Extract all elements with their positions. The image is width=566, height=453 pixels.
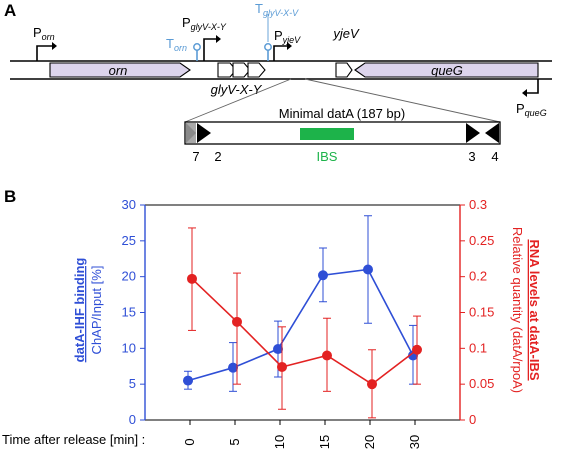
x-tick-label: 0 <box>182 438 197 445</box>
p-glyV-arrow <box>203 38 216 61</box>
left-data-point <box>228 362 238 373</box>
right-tick-label: 0.1 <box>469 340 487 355</box>
left-data-point <box>363 264 373 275</box>
right-data-point <box>322 350 332 361</box>
p-yjeV-arrowhead <box>287 42 292 50</box>
panel-b-label: B <box>4 187 16 206</box>
left-tick-label: 20 <box>122 269 136 284</box>
left-data-point <box>183 375 193 386</box>
left-tick-label: 15 <box>122 305 136 320</box>
right-tick-label: 0.25 <box>469 233 494 248</box>
p-glyV-arrowhead <box>216 35 221 43</box>
glyX-gene <box>232 62 251 78</box>
p-yjeV-label: PyjeV <box>274 28 301 45</box>
site-2-arrow <box>197 123 211 143</box>
left-tick-label: 0 <box>129 412 136 427</box>
right-tick-label: 0.2 <box>469 269 487 284</box>
orn-gene-label: orn <box>109 63 128 78</box>
left-data-point <box>318 270 328 281</box>
x-tick-label: 15 <box>317 435 332 449</box>
glyY-gene <box>247 62 266 78</box>
glyV-X-Y-label: glyV-X-Y <box>211 82 263 97</box>
right-tick-label: 0 <box>469 412 476 427</box>
right-data-point <box>367 379 377 390</box>
site-3-arrow <box>466 123 480 143</box>
right-series-line <box>191 278 418 386</box>
yjeV-label: yjeV <box>332 26 360 41</box>
t-glyV-loop <box>264 43 272 51</box>
p-orn-arrowhead <box>52 42 57 50</box>
x-tick-label: 30 <box>407 435 422 449</box>
minimal-datA-title: Minimal datA (187 bp) <box>279 106 405 121</box>
left-axis-title-line1: datA-IHF binding <box>72 258 87 363</box>
x-tick-label: 10 <box>272 435 287 449</box>
left-axis-title-line2: ChAP/Input [%] <box>89 266 104 355</box>
x-tick-label: 20 <box>362 435 377 449</box>
right-data-point <box>187 273 197 284</box>
right-data-point <box>232 316 242 327</box>
p-yjeV-arrow <box>273 45 287 61</box>
left-data-point <box>273 344 283 355</box>
p-glyV-label: PglyV-X-Y <box>182 15 227 32</box>
yjeV-gene <box>335 62 353 78</box>
zoom-line-right <box>304 78 501 123</box>
panel-a-label: A <box>4 1 16 20</box>
x-tick-label: 5 <box>227 438 242 445</box>
left-series-line <box>187 268 414 382</box>
line-chart: 30 25 20 15 10 5 0 0.3 0.25 0.2 0.15 0.1 0.05 0 0 5 10 15… <box>122 197 495 449</box>
right-tick-label: 0.15 <box>469 305 494 320</box>
right-axis-title-line2: Relative quantity (datA/rpoA) <box>510 227 525 393</box>
t-orn-label: Torn <box>166 36 187 53</box>
queG-gene <box>354 62 539 78</box>
ibs-label: IBS <box>317 149 338 164</box>
left-tick-label: 5 <box>129 376 136 391</box>
p-orn-label: Porn <box>33 25 55 42</box>
p-queG-label: PqueG <box>516 101 547 118</box>
left-tick-label: 30 <box>122 197 136 212</box>
x-axis-prefix: Time after release [min] : <box>2 432 145 447</box>
orn-gene <box>49 62 191 78</box>
site-7-arrow <box>186 123 196 143</box>
t-orn-loop <box>193 43 201 51</box>
left-tick-label: 25 <box>122 233 136 248</box>
left-tick-label: 10 <box>122 340 136 355</box>
right-axis-title: RNA levels at datA-IBS Relative quantity… <box>510 227 542 393</box>
site-4-label: 4 <box>491 149 498 164</box>
right-data-point <box>412 344 422 355</box>
p-queG-arrowhead <box>522 89 527 97</box>
right-tick-label: 0.3 <box>469 197 487 212</box>
ibs-box <box>300 128 354 140</box>
right-axis-title-line1: RNA levels at datA-IBS <box>527 239 542 380</box>
queG-gene-label: queG <box>431 63 463 78</box>
site-4-arrow <box>485 123 499 143</box>
left-axis-title: datA-IHF binding ChAP/Input [%] <box>72 258 104 363</box>
zoom-line-left <box>184 78 292 123</box>
right-data-point <box>277 361 287 372</box>
right-tick-label: 0.05 <box>469 376 494 391</box>
t-glyV-label: TglyV-X-V <box>255 1 299 18</box>
site-2-label: 2 <box>214 149 221 164</box>
p-orn-arrow <box>36 45 52 61</box>
site-7-label: 7 <box>192 149 199 164</box>
p-queG-arrow <box>527 79 539 94</box>
site-3-label: 3 <box>468 149 475 164</box>
